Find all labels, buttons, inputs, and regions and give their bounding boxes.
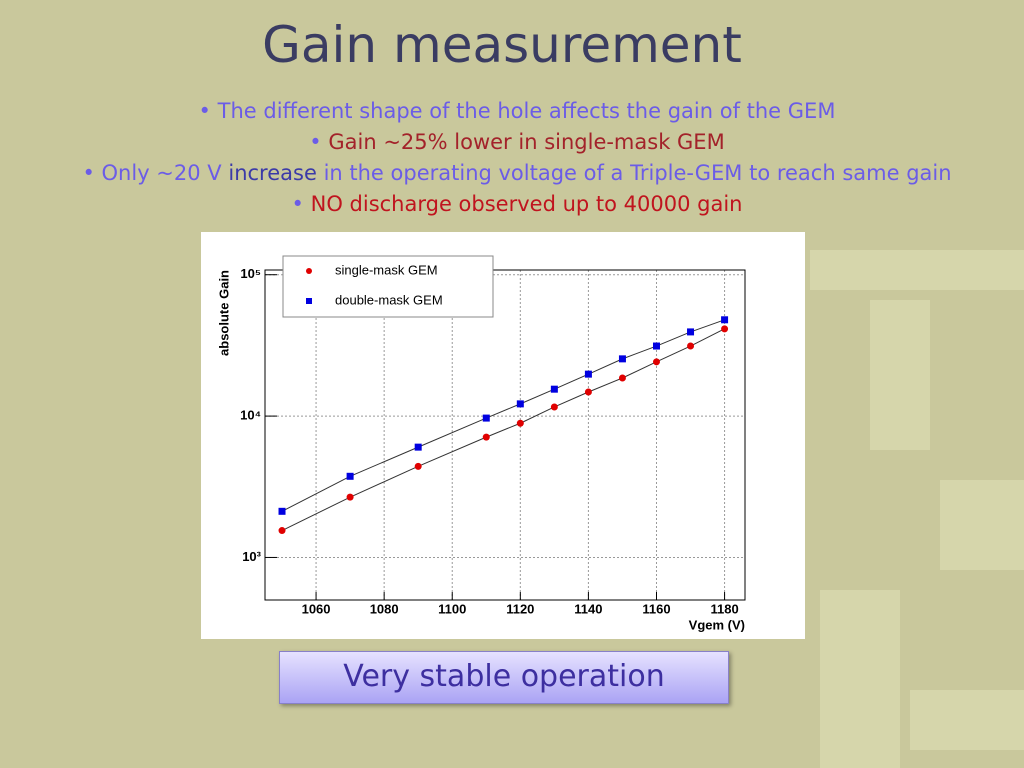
bullet-text: increase: [228, 161, 317, 185]
data-point: [584, 388, 592, 396]
legend-label: double-mask GEM: [335, 292, 443, 307]
data-point: [516, 400, 524, 408]
data-point: [550, 403, 558, 411]
data-point: [346, 472, 354, 480]
x-tick-label: 1160: [642, 601, 670, 616]
data-point: [652, 358, 660, 366]
bullet-text: •: [309, 130, 322, 154]
data-point: [278, 507, 286, 515]
legend-box: [282, 255, 494, 318]
y-axis-label: absolute Gain: [216, 270, 231, 356]
legend-marker: [306, 298, 312, 304]
plot-frame: [264, 269, 746, 601]
x-tick-label: 1140: [574, 601, 602, 616]
x-tick-label: 1060: [302, 601, 331, 616]
bullet-text: NO discharge observed up to 40000 gain: [310, 192, 743, 216]
bullet-text: •: [291, 192, 304, 216]
bullet: • Gain ~25% lower in single-mask GEM: [0, 127, 1024, 158]
data-point: [516, 419, 524, 427]
legend-label: single-mask GEM: [335, 262, 438, 277]
data-point: [278, 527, 286, 535]
chart: 1060 1080 1100 1120 1140 1160 1180 10³ 10⁴ 10⁵ Vge…: [201, 232, 805, 639]
slide-title: Gain measurement: [262, 16, 742, 74]
data-point: [346, 493, 354, 501]
bullet: • The different shape of the hole affect…: [0, 96, 1024, 127]
x-tick-label: 1120: [506, 601, 534, 616]
data-point: [687, 342, 695, 350]
callout-button: Very stable operation: [279, 651, 729, 704]
data-point: [721, 325, 729, 333]
data-point: [652, 342, 660, 350]
data-point: [482, 414, 490, 422]
data-point: [482, 433, 490, 441]
decoration: [910, 690, 1024, 750]
bullet: • Only ~20 V increase in the operating v…: [0, 158, 1024, 189]
y-tick-label: 10⁴: [240, 408, 261, 423]
decoration: [820, 590, 900, 768]
bullet: • NO discharge observed up to 40000 gain: [0, 189, 1024, 220]
data-point: [584, 370, 592, 378]
decoration: [810, 250, 1024, 290]
data-point: [550, 385, 558, 393]
bullet-text: Gain ~25% lower in single-mask GEM: [328, 130, 725, 154]
y-tick-label: 10⁵: [240, 266, 261, 281]
bullet-text: in the operating voltage of a Triple-GEM…: [323, 161, 952, 185]
bullet-text: The different shape of the hole affects …: [217, 99, 836, 123]
x-tick-label: 1080: [370, 601, 399, 616]
data-point: [414, 462, 422, 470]
decoration: [870, 300, 930, 450]
data-point: [721, 316, 729, 324]
bullet-text: Only ~20 V: [101, 161, 222, 185]
bullet-list: • The different shape of the hole affect…: [0, 96, 1024, 220]
bullet-text: •: [82, 161, 95, 185]
decoration: [940, 480, 1024, 570]
data-point: [687, 328, 695, 336]
x-tick-label: 1100: [438, 601, 466, 616]
data-point: [414, 443, 422, 451]
y-tick-label: 10³: [242, 549, 261, 564]
legend-marker: [306, 268, 312, 274]
x-axis-label: Vgem (V): [689, 617, 745, 632]
data-point: [618, 355, 626, 363]
x-tick-label: 1180: [710, 601, 738, 616]
bullet-text: •: [198, 99, 211, 123]
data-point: [618, 374, 626, 382]
